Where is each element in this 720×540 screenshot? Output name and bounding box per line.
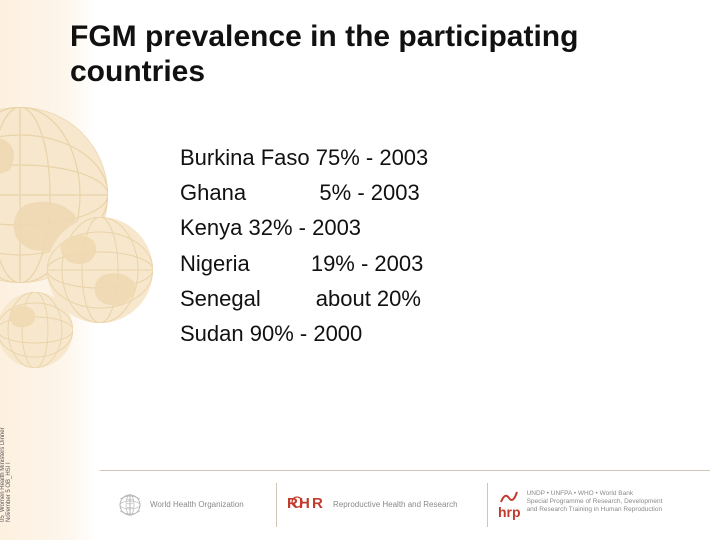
- footer-bar: World Health Organization R H R Reproduc…: [0, 470, 720, 540]
- prevalence-value: 19% - 2003: [311, 251, 424, 276]
- hrp-subtitle: Special Programme of Research, Developme…: [527, 498, 663, 506]
- hrp-mark-icon: [499, 490, 519, 504]
- country-name: Senegal: [180, 286, 261, 311]
- footer-divider: [100, 470, 710, 471]
- prevalence-value: 5% - 2003: [319, 180, 419, 205]
- who-label: World Health Organization: [150, 500, 244, 510]
- rhr-label: Reproductive Health and Research: [333, 500, 458, 510]
- data-row: Nigeria 19% - 2003: [180, 246, 428, 281]
- data-row: Senegal about 20%: [180, 281, 428, 316]
- country-name: Nigeria: [180, 251, 250, 276]
- svg-text:R: R: [312, 495, 323, 512]
- hrp-label-text: hrp: [498, 504, 521, 520]
- data-row: Ghana 5% - 2003: [180, 175, 428, 210]
- side-citation: 05_Women Health Ministers Dinner Novembe…: [0, 427, 12, 522]
- who-emblem-icon: [116, 491, 144, 519]
- rhr-mark-icon: R H R: [287, 494, 327, 517]
- prevalence-value: about 20%: [316, 286, 421, 311]
- hrp-logo: hrp UNDP • UNFPA • WHO • World Bank Spec…: [498, 490, 662, 520]
- country-name: Burkina Faso: [180, 145, 310, 170]
- data-row: Burkina Faso 75% - 2003: [180, 140, 428, 175]
- country-name: Kenya: [180, 215, 242, 240]
- who-logo: World Health Organization: [116, 491, 244, 519]
- data-list: Burkina Faso 75% - 2003 Ghana 5% - 2003 …: [180, 140, 428, 351]
- prevalence-value: 32% - 2003: [249, 215, 362, 240]
- hrp-subtitle: and Research Training in Human Reproduct…: [527, 506, 663, 514]
- prevalence-value: 75% - 2003: [316, 145, 429, 170]
- rhr-logo: R H R Reproductive Health and Research: [287, 494, 458, 517]
- country-name: Sudan: [180, 321, 244, 346]
- globe-decoration-3: [0, 290, 75, 370]
- hrp-subtitle: UNDP • UNFPA • WHO • World Bank: [527, 490, 663, 498]
- country-name: Ghana: [180, 180, 246, 205]
- data-row: Sudan 90% - 2000: [180, 316, 428, 351]
- data-row: Kenya 32% - 2003: [180, 210, 428, 245]
- slide-title: FGM prevalence in the participating coun…: [70, 20, 670, 89]
- prevalence-value: 90% - 2000: [250, 321, 363, 346]
- citation-line: November 5 OB_HSI I: [6, 427, 12, 522]
